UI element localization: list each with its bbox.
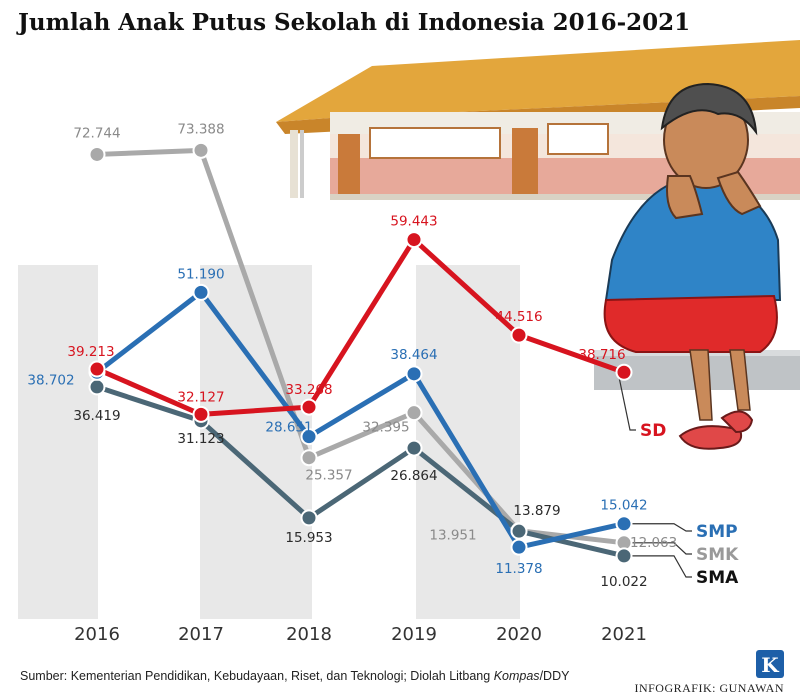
point-sma-2020 bbox=[510, 522, 528, 540]
data-label-sma-2020: 13.879 bbox=[513, 503, 560, 519]
data-label-sd-2016: 39.213 bbox=[67, 344, 114, 360]
sitting-child-illustration bbox=[594, 82, 800, 450]
point-sma-2019 bbox=[405, 439, 423, 457]
data-points bbox=[88, 141, 633, 565]
data-label-smk-2020: 13.951 bbox=[429, 528, 476, 544]
point-smp-2020 bbox=[510, 538, 528, 556]
connector-smk bbox=[632, 542, 692, 555]
point-smk-2018 bbox=[300, 449, 318, 467]
point-smp-2018 bbox=[300, 428, 318, 446]
data-label-smp-2017: 51.190 bbox=[177, 266, 224, 282]
point-sma-2016 bbox=[88, 378, 106, 396]
data-label-smk-2021: 12.063 bbox=[630, 535, 677, 551]
data-label-sd-2018: 33.268 bbox=[285, 382, 332, 398]
source-note: Sumber: Kementerian Pendidikan, Kebudaya… bbox=[20, 669, 570, 683]
x-tick-2019: 2019 bbox=[391, 624, 437, 645]
data-label-sma-2018: 15.953 bbox=[285, 530, 332, 546]
connector-smp bbox=[632, 523, 692, 532]
data-label-smk-2019: 32.395 bbox=[362, 420, 409, 436]
x-tick-2017: 2017 bbox=[178, 624, 224, 645]
kompas-logo bbox=[756, 650, 784, 678]
data-label-sma-2016: 36.419 bbox=[73, 408, 120, 424]
series-line-sma bbox=[96, 384, 625, 559]
connector-sma bbox=[632, 555, 692, 578]
data-label-smk-2017: 73.388 bbox=[177, 121, 224, 137]
year-band-group bbox=[18, 265, 520, 619]
series-lines bbox=[95, 147, 625, 559]
point-sd-2018 bbox=[300, 398, 318, 416]
source-prefix: Sumber: Kementerian Pendidikan, Kebudaya… bbox=[20, 669, 494, 683]
point-sd-2020 bbox=[510, 326, 528, 344]
point-smp-2021 bbox=[615, 515, 633, 533]
x-tick-2016: 2016 bbox=[74, 624, 120, 645]
data-label-sd-2019: 59.443 bbox=[390, 214, 437, 230]
point-smk-2016 bbox=[88, 145, 106, 163]
data-label-smp-2019: 38.464 bbox=[390, 347, 437, 363]
infographic-credit: INFOGRAFIK: GUNAWAN bbox=[634, 681, 784, 695]
series-line-sd bbox=[96, 237, 625, 417]
series-name-labels: SMK SMA SMP SD bbox=[640, 421, 739, 588]
source-suffix: /DDY bbox=[540, 669, 571, 683]
data-label-sma-2017: 31.123 bbox=[177, 431, 224, 447]
point-sma-2018 bbox=[300, 509, 318, 527]
data-label-smp-2020: 11.378 bbox=[495, 561, 542, 577]
data-label-smk-2016: 72.744 bbox=[73, 125, 120, 141]
point-sd-2019 bbox=[405, 231, 423, 249]
data-label-sd-2020: 44.516 bbox=[495, 309, 542, 325]
series-name-smp: SMP bbox=[696, 522, 738, 542]
point-smp-2019 bbox=[405, 365, 423, 383]
data-label-sma-2021: 10.022 bbox=[600, 574, 647, 590]
year-band-2016 bbox=[18, 265, 98, 619]
series-line-smp bbox=[95, 289, 625, 550]
point-sd-2016 bbox=[88, 360, 106, 378]
year-band-2018 bbox=[200, 265, 312, 619]
series-name-smk: SMK bbox=[696, 545, 739, 565]
data-label-sd-2021: 38.716 bbox=[578, 347, 625, 363]
data-label-smp-2021: 15.042 bbox=[600, 498, 647, 514]
chart-title: Jumlah Anak Putus Sekolah di Indonesia 2… bbox=[16, 9, 690, 36]
series-name-sma: SMA bbox=[696, 568, 739, 588]
data-label-sd-2017: 32.127 bbox=[177, 389, 224, 405]
x-tick-2021: 2021 bbox=[601, 624, 647, 645]
point-sd-2021 bbox=[615, 363, 633, 381]
data-label-smk-2018: 25.357 bbox=[305, 468, 352, 484]
source-italic: Kompas bbox=[494, 669, 540, 683]
data-label-smp-2018: 28.651 bbox=[265, 420, 312, 436]
point-sma-2021 bbox=[615, 547, 633, 565]
point-smk-2017 bbox=[192, 141, 210, 159]
kompas-logo-letter: K bbox=[761, 653, 779, 677]
data-label-sma-2019: 26.864 bbox=[390, 468, 437, 484]
x-axis-tick-labels: 2016 2017 2018 2019 2020 2021 bbox=[74, 624, 647, 645]
data-label-smp-2016: 38.702 bbox=[27, 372, 74, 388]
point-smk-2019 bbox=[405, 404, 423, 422]
data-labels: 72.744 73.388 25.357 32.395 13.951 12.063 36.4… bbox=[27, 121, 677, 590]
point-smp-2017 bbox=[192, 283, 210, 301]
x-tick-2020: 2020 bbox=[496, 624, 542, 645]
year-band-2020 bbox=[416, 265, 520, 619]
series-name-sd: SD bbox=[640, 421, 666, 441]
point-sd-2017 bbox=[192, 405, 210, 423]
x-tick-2018: 2018 bbox=[286, 624, 332, 645]
